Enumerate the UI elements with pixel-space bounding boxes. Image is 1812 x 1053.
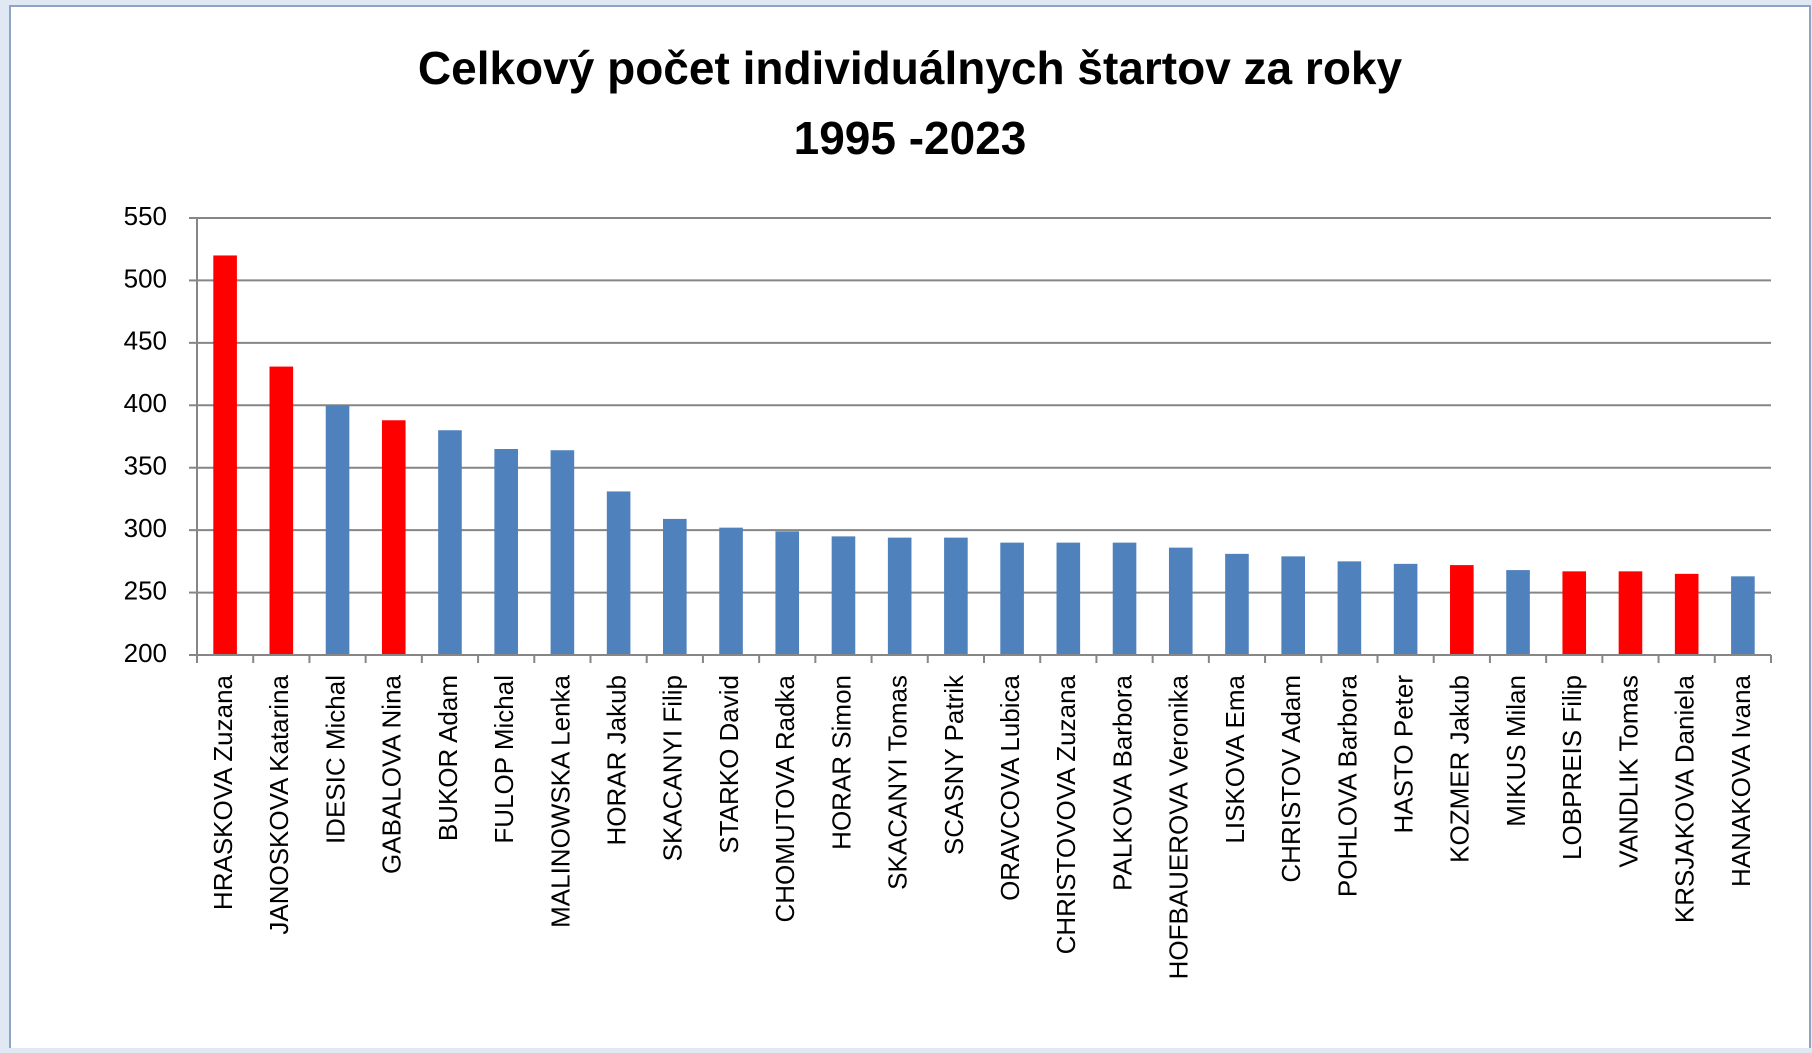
bar <box>494 448 518 655</box>
x-tick-label: KRSJAKOVA Daniela <box>1670 674 1700 923</box>
x-tick-label: VANDLIK Tomas <box>1613 675 1643 868</box>
x-tick-label: KOZMER Jakub <box>1445 675 1475 863</box>
x-tick-label: CHRISTOV Adam <box>1276 675 1306 883</box>
x-tick-label: SKACANYI Filip <box>658 675 688 861</box>
y-tick-label: 200 <box>124 638 167 668</box>
y-tick-label: 500 <box>124 263 167 293</box>
bar <box>1281 556 1305 655</box>
chart-subtitle: 1995 -2023 <box>794 112 1027 164</box>
x-tick-label: BUKOR Adam <box>433 675 463 841</box>
bar <box>1618 571 1643 655</box>
x-tick-label: MIKUS Milan <box>1501 675 1531 827</box>
x-tick-label: HOFBAUEROVA Veronika <box>1164 674 1194 979</box>
x-tick-label: PALKOVA Barbora <box>1107 674 1137 890</box>
bar <box>1056 542 1081 655</box>
chart-title: Celkový počet individuálnych štartov za … <box>418 42 1403 94</box>
y-tick-label: 300 <box>124 513 167 543</box>
x-tick-label: SKACANYI Tomas <box>883 675 913 890</box>
x-tick-label: LOBPREIS Filip <box>1557 675 1587 860</box>
y-tick-label: 250 <box>124 575 167 605</box>
y-tick-label: 350 <box>124 451 167 481</box>
x-tick-label: JANOSKOVA Katarina <box>264 674 294 934</box>
x-tick-label: CHRISTOVOVA Zuzana <box>1051 674 1081 954</box>
x-tick-label: HRASKOVA Zuzana <box>208 674 238 910</box>
x-tick-label: STARKO David <box>714 675 744 854</box>
x-tick-label: POHLOVA Barbora <box>1332 674 1362 897</box>
bar <box>1225 553 1249 655</box>
bar <box>1731 576 1755 655</box>
x-tick-label: LISKOVA Ema <box>1220 674 1250 843</box>
bar <box>1112 542 1137 655</box>
bar <box>269 366 294 655</box>
x-tick-label: SCASNY Patrik <box>939 674 969 855</box>
bar <box>1168 547 1193 655</box>
bar <box>944 537 968 655</box>
x-tick-label: HORAR Jakub <box>601 675 631 846</box>
bar <box>1450 565 1474 655</box>
x-tick-label: FULOP Michal <box>489 675 519 844</box>
bar <box>1393 563 1418 655</box>
x-tick-label: GABALOVA Nina <box>377 674 407 873</box>
x-tick-label: IDESIC Michal <box>320 675 350 844</box>
x-tick-label: CHOMUTOVA Radka <box>770 674 800 922</box>
x-tick-label: HORAR Simon <box>826 675 856 850</box>
bar <box>1000 542 1024 655</box>
bar <box>438 430 462 655</box>
y-tick-label: 550 <box>124 201 167 231</box>
bar <box>550 450 575 655</box>
y-tick-label: 400 <box>124 388 167 418</box>
bar <box>213 255 237 655</box>
x-tick-label: ORAVCOVA Lubica <box>995 674 1025 900</box>
bar <box>606 491 631 655</box>
y-tick-label: 450 <box>124 326 167 356</box>
x-tick-label: MALINOWSKA Lenka <box>545 674 575 927</box>
x-tick-label: HANAKOVA Ivana <box>1726 674 1756 886</box>
bar <box>381 420 406 655</box>
bar <box>663 518 687 655</box>
bar <box>887 537 912 655</box>
bar <box>325 405 350 655</box>
bar <box>1674 573 1699 655</box>
bar <box>719 527 743 655</box>
bar <box>1562 571 1587 655</box>
bar <box>831 536 856 655</box>
x-tick-label: HASTO Peter <box>1388 675 1418 834</box>
bar <box>775 531 800 655</box>
bar <box>1337 561 1362 655</box>
bar <box>1506 570 1530 655</box>
